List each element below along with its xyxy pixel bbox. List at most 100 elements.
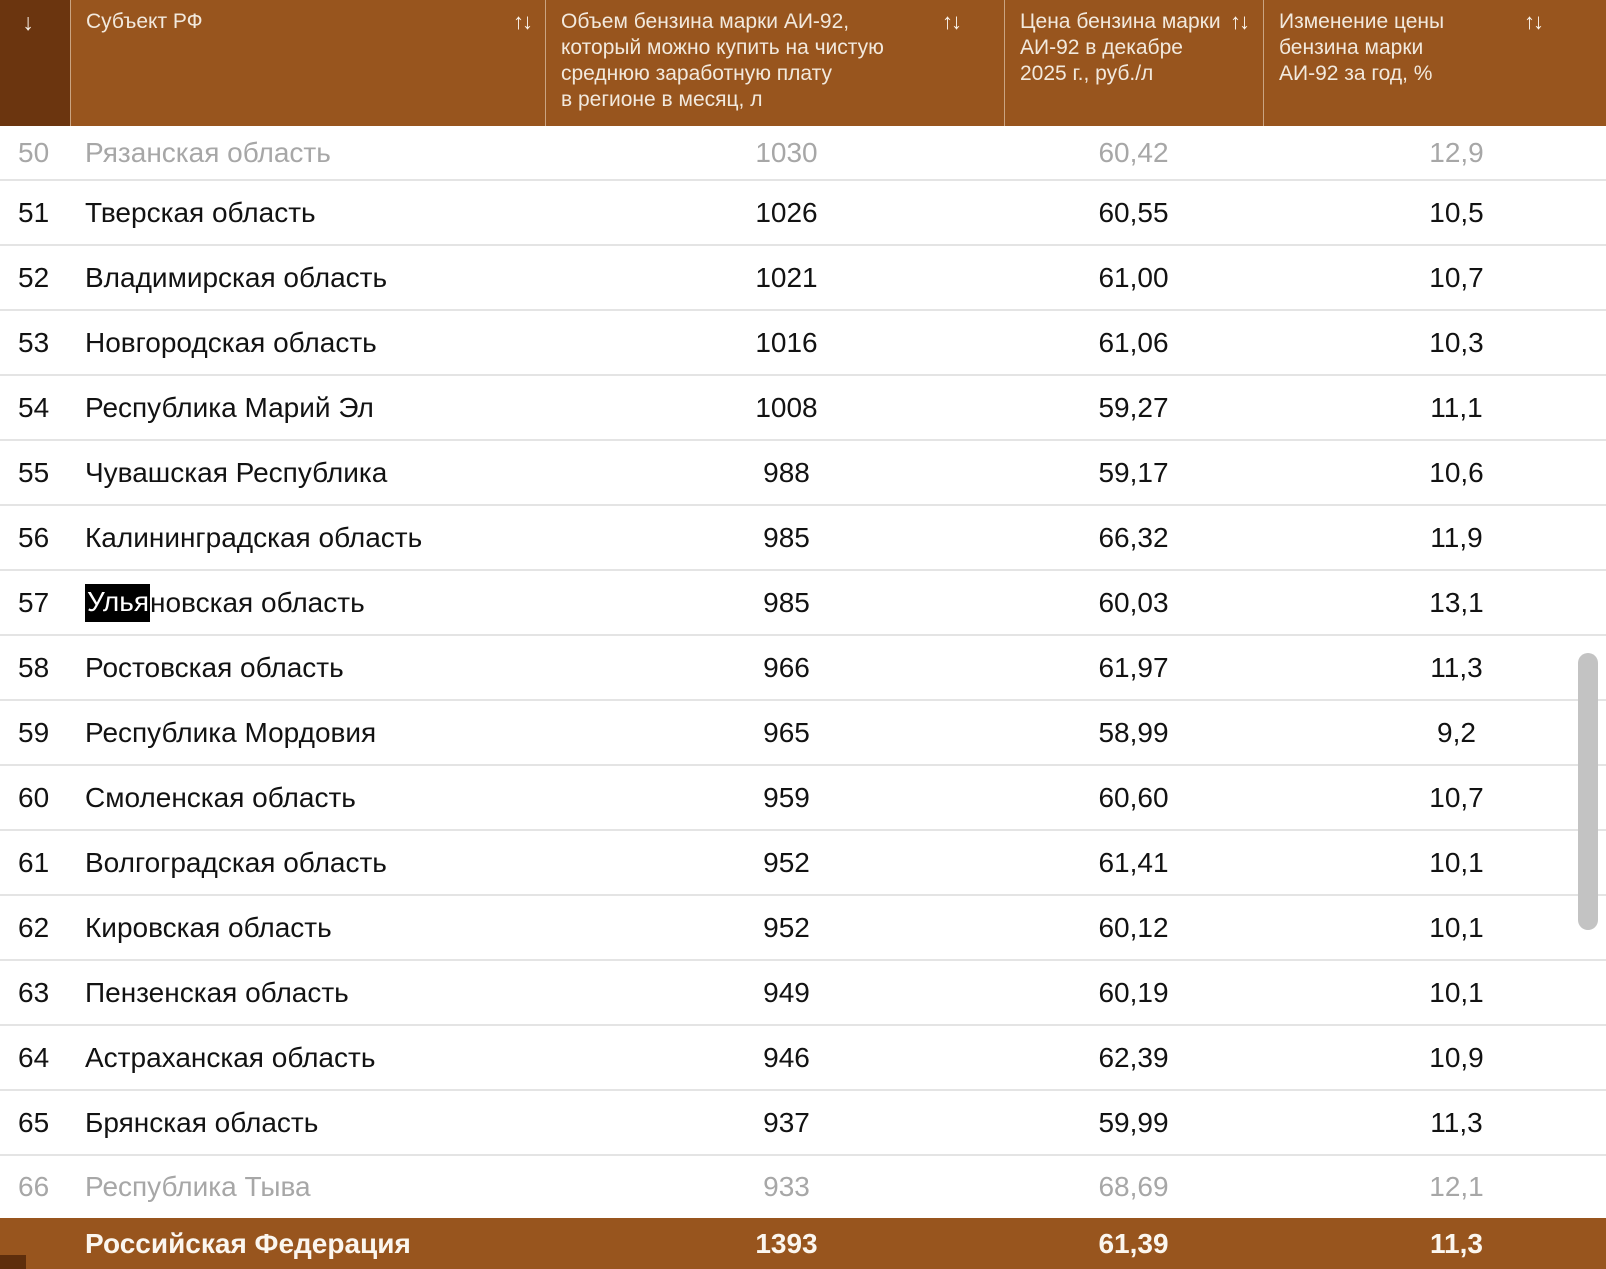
summary-change-cell: 11,3 bbox=[1430, 1227, 1483, 1259]
table-body: 50 Рязанская область 1030 60,42 12,9 51 … bbox=[0, 126, 1606, 1218]
region-cell: Республика Тыва bbox=[85, 1171, 311, 1202]
summary-region-cell: Российская Федерация bbox=[85, 1227, 411, 1259]
region-cell: Калининградская область bbox=[85, 521, 423, 553]
table-row[interactable]: 58 Ростовская область 966 61,97 11,3 bbox=[0, 636, 1606, 701]
region-cell: Республика Мордовия bbox=[85, 716, 377, 748]
table-row[interactable]: 60 Смоленская область 959 60,60 10,7 bbox=[0, 766, 1606, 831]
region-cell: Новгородская область bbox=[85, 326, 377, 358]
table-row[interactable]: 50 Рязанская область 1030 60,42 12,9 bbox=[0, 126, 1606, 181]
sort-toggle-icon[interactable]: ↑↓ bbox=[1524, 9, 1544, 34]
header-label-region: Субъект РФ bbox=[86, 10, 203, 33]
volume-cell: 952 bbox=[763, 846, 810, 878]
header-cell-volume[interactable]: Объем бензина марки АИ-92, который можно… bbox=[545, 0, 1004, 126]
region-cell: Брянская область bbox=[85, 1106, 319, 1138]
summary-volume-cell: 1393 bbox=[755, 1227, 818, 1259]
table-row[interactable]: 62 Кировская область 952 60,12 10,1 bbox=[0, 896, 1606, 961]
region-cell: Улья новская область bbox=[70, 571, 545, 634]
price-cell: 61,06 bbox=[1098, 326, 1169, 358]
region-cell: Пензенская область bbox=[85, 976, 349, 1008]
summary-row: Российская Федерация 1393 61,39 11,3 bbox=[0, 1218, 1606, 1269]
table-row[interactable]: 66 Республика Тыва 933 68,69 12,1 bbox=[0, 1156, 1606, 1218]
volume-cell: 1016 bbox=[755, 326, 818, 358]
row-number-cell: 51 bbox=[18, 196, 50, 228]
price-cell: 60,12 bbox=[1098, 911, 1169, 943]
row-number-cell: 60 bbox=[18, 781, 50, 813]
table-row[interactable]: 63 Пензенская область 949 60,19 10,1 bbox=[0, 961, 1606, 1026]
row-number-cell: 57 bbox=[18, 586, 50, 618]
price-cell: 60,42 bbox=[1098, 136, 1169, 168]
region-cell: Республика Марий Эл bbox=[85, 391, 374, 423]
change-cell: 10,9 bbox=[1429, 1041, 1484, 1073]
change-cell: 12,9 bbox=[1429, 136, 1484, 168]
price-cell: 59,17 bbox=[1098, 456, 1169, 488]
row-number-cell: 64 bbox=[18, 1041, 50, 1073]
change-cell: 10,1 bbox=[1429, 846, 1484, 878]
summary-price-cell: 61,39 bbox=[1098, 1227, 1169, 1259]
table-row[interactable]: 52 Владимирская область 1021 61,00 10,7 bbox=[0, 246, 1606, 311]
sort-toggle-icon[interactable]: ↑↓ bbox=[513, 9, 533, 34]
price-cell: 60,03 bbox=[1098, 586, 1169, 618]
change-cell: 11,3 bbox=[1430, 651, 1483, 683]
price-cell: 60,55 bbox=[1098, 196, 1169, 228]
table-row[interactable]: 64 Астраханская область 946 62,39 10,9 bbox=[0, 1026, 1606, 1091]
region-cell: Тверская область bbox=[85, 196, 316, 228]
row-number-cell: 65 bbox=[18, 1106, 50, 1138]
price-cell: 58,99 bbox=[1098, 716, 1169, 748]
region-cell: Чувашская Республика bbox=[85, 456, 388, 488]
table-row[interactable]: 53 Новгородская область 1016 61,06 10,3 bbox=[0, 311, 1606, 376]
vertical-scrollbar-thumb[interactable] bbox=[1578, 653, 1598, 930]
search-highlight: Улья bbox=[85, 583, 151, 622]
price-cell: 61,97 bbox=[1098, 651, 1169, 683]
row-number-cell: 58 bbox=[18, 651, 50, 683]
header-cell-change[interactable]: Изменение цены бензина марки АИ-92 за го… bbox=[1263, 0, 1606, 126]
price-cell: 60,19 bbox=[1098, 976, 1169, 1008]
volume-cell: 985 bbox=[763, 586, 810, 618]
volume-cell: 946 bbox=[763, 1041, 810, 1073]
volume-cell: 1008 bbox=[755, 391, 818, 423]
row-number-cell: 55 bbox=[18, 456, 50, 488]
change-cell: 10,7 bbox=[1429, 781, 1484, 813]
header-cell-row-number[interactable]: ↓ bbox=[0, 0, 70, 126]
volume-cell: 959 bbox=[763, 781, 810, 813]
table-row[interactable]: 61 Волгоградская область 952 61,41 10,1 bbox=[0, 831, 1606, 896]
row-number-cell: 63 bbox=[18, 976, 50, 1008]
price-cell: 59,27 bbox=[1098, 391, 1169, 423]
sort-toggle-icon[interactable]: ↑↓ bbox=[942, 9, 962, 34]
volume-cell: 988 bbox=[763, 456, 810, 488]
volume-cell: 933 bbox=[763, 1171, 810, 1202]
row-number-cell: 56 bbox=[18, 521, 50, 553]
row-number-cell: 59 bbox=[18, 716, 50, 748]
table-row[interactable]: 65 Брянская область 937 59,99 11,3 bbox=[0, 1091, 1606, 1156]
price-cell: 66,32 bbox=[1098, 521, 1169, 553]
change-cell: 13,1 bbox=[1429, 586, 1484, 618]
change-cell: 10,7 bbox=[1429, 261, 1484, 293]
table-header: ↓ Субъект РФ ↑↓ Объем бензина марки АИ-9… bbox=[0, 0, 1606, 126]
volume-cell: 1021 bbox=[755, 261, 818, 293]
row-number-cell: 61 bbox=[18, 846, 50, 878]
table-row[interactable]: 56 Калининградская область 985 66,32 11,… bbox=[0, 506, 1606, 571]
table-row[interactable]: 59 Республика Мордовия 965 58,99 9,2 bbox=[0, 701, 1606, 766]
row-number-cell: 52 bbox=[18, 261, 50, 293]
price-cell: 59,99 bbox=[1098, 1106, 1169, 1138]
change-cell: 10,1 bbox=[1429, 976, 1484, 1008]
table-row[interactable]: 57 Улья новская область 985 60,03 13,1 bbox=[0, 571, 1606, 636]
change-cell: 9,2 bbox=[1437, 716, 1476, 748]
sort-toggle-icon[interactable]: ↑↓ bbox=[1230, 9, 1250, 34]
table-row[interactable]: 54 Республика Марий Эл 1008 59,27 11,1 bbox=[0, 376, 1606, 441]
price-cell: 61,41 bbox=[1098, 846, 1169, 878]
table-row[interactable]: 55 Чувашская Республика 988 59,17 10,6 bbox=[0, 441, 1606, 506]
header-cell-region[interactable]: Субъект РФ ↑↓ bbox=[70, 0, 545, 126]
row-number-cell: 66 bbox=[18, 1171, 50, 1202]
sort-descending-icon[interactable]: ↓ bbox=[22, 9, 34, 35]
change-cell: 11,3 bbox=[1430, 1106, 1483, 1138]
table-row[interactable]: 51 Тверская область 1026 60,55 10,5 bbox=[0, 181, 1606, 246]
header-cell-price[interactable]: Цена бензина марки АИ-92 в декабре 2025 … bbox=[1004, 0, 1263, 126]
change-cell: 11,9 bbox=[1430, 521, 1483, 553]
change-cell: 10,3 bbox=[1429, 326, 1484, 358]
region-cell: Кировская область bbox=[85, 911, 332, 943]
row-number-cell: 62 bbox=[18, 911, 50, 943]
region-cell: Смоленская область bbox=[85, 781, 356, 813]
region-cell: Ростовская область bbox=[85, 651, 344, 683]
header-label-volume: Объем бензина марки АИ-92, который можно… bbox=[561, 10, 884, 111]
